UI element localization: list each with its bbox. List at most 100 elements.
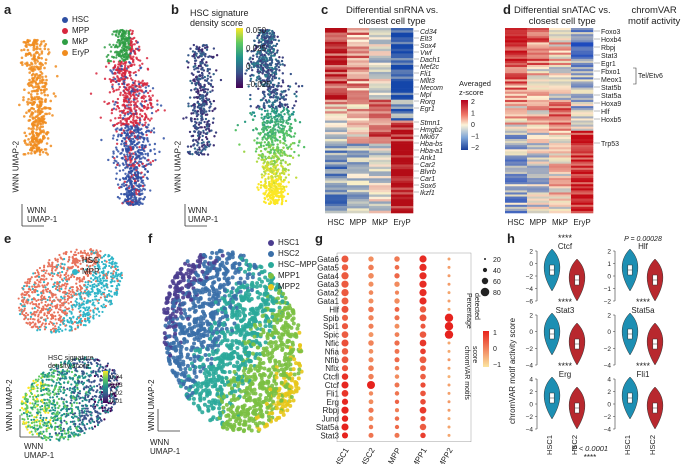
- point-e: [58, 253, 61, 257]
- heatmap-cell: [325, 145, 348, 149]
- point-main: [119, 62, 122, 65]
- point-b: [266, 166, 269, 170]
- point-e: [103, 266, 106, 269]
- point-b: [277, 195, 280, 198]
- point-b: [274, 114, 278, 118]
- point-b: [274, 72, 278, 76]
- point-main: [105, 55, 109, 58]
- heatmap-cell: [571, 153, 594, 156]
- point-main: [142, 97, 146, 100]
- point-eryp: [31, 57, 34, 61]
- heatmap-cell: [369, 48, 392, 52]
- point-e: [102, 284, 105, 287]
- point-b: [279, 141, 282, 144]
- point-b: [259, 184, 263, 187]
- point-main: [112, 76, 115, 79]
- point-main: [126, 96, 129, 99]
- point-b: [194, 54, 198, 57]
- point-b: [195, 52, 198, 55]
- point-b: [282, 146, 285, 149]
- heatmap-cell: [571, 77, 594, 80]
- point-b: [249, 60, 253, 64]
- point-b: [189, 89, 193, 92]
- heatmap-cell: [325, 97, 348, 100]
- point-main: [129, 48, 132, 52]
- point-main: [130, 64, 133, 67]
- heatmap-cell: [347, 53, 370, 57]
- heatmap-cell: [391, 185, 414, 188]
- col-label-d-1: MPP: [529, 218, 546, 227]
- point-b: [204, 128, 208, 131]
- point-b: [199, 112, 203, 115]
- point-main: [130, 188, 133, 192]
- point-e: [70, 296, 73, 299]
- point-b: [276, 145, 279, 149]
- point-main: [139, 66, 143, 69]
- heatmap-cell: [571, 161, 594, 164]
- point-e: [63, 301, 66, 304]
- gene-label: Hba-bs: [420, 141, 443, 148]
- heatmap-cell: [391, 51, 414, 54]
- point-eryp: [32, 55, 36, 58]
- point-e: [82, 311, 85, 314]
- heatmap-cell: [391, 71, 414, 75]
- heatmap-cell: [391, 206, 414, 209]
- heatmap-cell: [325, 41, 348, 45]
- point-e: [82, 276, 86, 279]
- point-b: [285, 130, 288, 133]
- point-main: [133, 43, 136, 46]
- heatmap-cell: [549, 196, 572, 199]
- heatmap-cell: [325, 203, 348, 207]
- point-eryp: [42, 107, 45, 110]
- heatmap-cell: [571, 30, 594, 33]
- point-b: [285, 144, 288, 147]
- heatmap-cell: [549, 190, 572, 193]
- point-b: [257, 157, 260, 160]
- point-e: [69, 300, 73, 304]
- point-b: [280, 123, 283, 127]
- point-eryp: [23, 152, 27, 156]
- heatmap-cell: [369, 127, 392, 131]
- heatmap-cell: [549, 165, 572, 169]
- heatmap-cell: [391, 169, 414, 172]
- point-b: [265, 162, 269, 166]
- heatmap-cell: [527, 38, 550, 41]
- heatmap-cell: [505, 110, 528, 113]
- point-b: [270, 70, 273, 73]
- point-b: [266, 143, 269, 146]
- heatmap-cell: [347, 51, 370, 54]
- point-e: [107, 255, 110, 258]
- heatmap-cell: [549, 210, 572, 214]
- point-eryp: [35, 128, 38, 131]
- point-b: [264, 40, 268, 43]
- point-b: [256, 186, 259, 189]
- point-main: [126, 117, 129, 120]
- heatmap-cell: [505, 118, 528, 121]
- point-b: [274, 112, 277, 115]
- point-b: [275, 159, 278, 163]
- point-main: [140, 189, 144, 192]
- point-e: [93, 265, 96, 268]
- point-eryp: [48, 107, 52, 110]
- heatmap-cell: [391, 201, 414, 205]
- point-main: [142, 197, 146, 201]
- point-main: [120, 185, 123, 189]
- heatmap-cell: [527, 62, 550, 66]
- heatmap-cell: [549, 147, 572, 150]
- point-b: [300, 84, 304, 88]
- heatmap-cell: [325, 69, 348, 73]
- cbar-tick-c-2: 0: [471, 122, 475, 129]
- panel-label-a: a: [4, 2, 12, 17]
- point-b: [199, 82, 202, 86]
- point-main: [129, 161, 132, 164]
- heatmap-cell: [325, 44, 348, 47]
- heatmap-cell: [505, 153, 528, 156]
- point-e: [23, 284, 26, 288]
- heatmap-cell: [549, 184, 572, 187]
- heatmap-cell: [347, 196, 370, 200]
- point-e: [60, 295, 63, 298]
- heatmap-cell: [325, 194, 348, 198]
- point-b: [256, 62, 260, 65]
- point-main: [130, 175, 133, 178]
- point-main: [119, 114, 122, 117]
